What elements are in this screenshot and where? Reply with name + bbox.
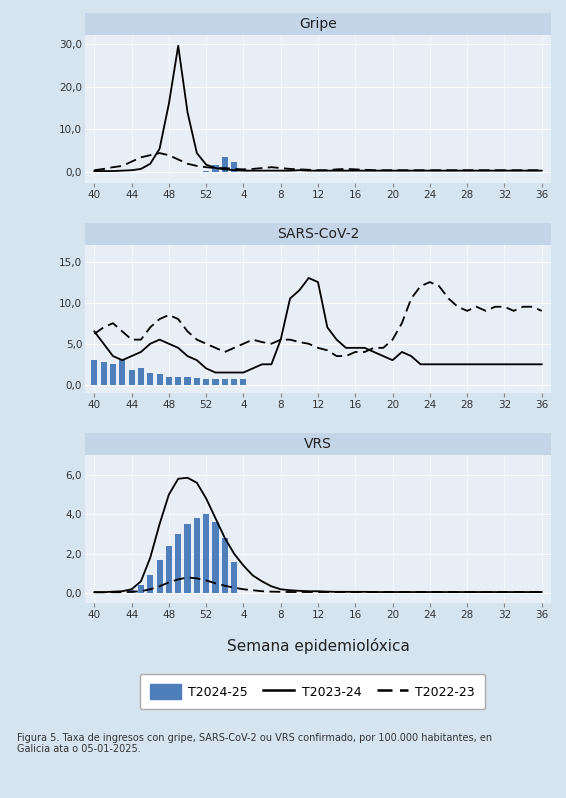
Text: SARS-CoV-2: SARS-CoV-2 bbox=[277, 227, 359, 241]
Bar bbox=[203, 379, 209, 385]
Bar bbox=[231, 162, 237, 172]
Bar bbox=[231, 379, 237, 385]
Bar bbox=[203, 171, 209, 172]
Bar bbox=[157, 374, 162, 385]
Text: Figura 5. Taxa de ingresos con gripe, SARS-CoV-2 ou VRS confirmado, por 100.000 : Figura 5. Taxa de ingresos con gripe, SA… bbox=[17, 733, 492, 754]
Bar bbox=[119, 360, 125, 385]
Bar bbox=[101, 361, 106, 385]
Bar bbox=[222, 157, 228, 172]
Bar bbox=[166, 377, 172, 385]
Bar bbox=[185, 377, 191, 385]
Bar bbox=[175, 534, 181, 593]
Bar bbox=[128, 591, 135, 593]
Bar bbox=[91, 360, 97, 385]
Bar bbox=[203, 514, 209, 593]
Bar bbox=[222, 379, 228, 385]
Bar bbox=[110, 365, 116, 385]
Text: Gripe: Gripe bbox=[299, 17, 337, 31]
Bar bbox=[138, 369, 144, 385]
Bar bbox=[241, 379, 246, 385]
Text: VRS: VRS bbox=[304, 437, 332, 451]
Bar bbox=[231, 562, 237, 593]
Bar bbox=[175, 377, 181, 385]
Bar bbox=[185, 524, 191, 593]
Bar bbox=[222, 538, 228, 593]
Bar bbox=[194, 518, 200, 593]
Bar bbox=[157, 559, 162, 593]
Bar bbox=[212, 164, 218, 172]
Bar bbox=[212, 379, 218, 385]
Text: Semana epidemiolóxica: Semana epidemiolóxica bbox=[226, 638, 409, 654]
Legend: T2024-25, T2023-24, T2022-23: T2024-25, T2023-24, T2022-23 bbox=[140, 674, 485, 709]
Bar bbox=[194, 378, 200, 385]
Bar bbox=[166, 546, 172, 593]
Bar bbox=[147, 373, 153, 385]
Bar bbox=[147, 575, 153, 593]
Bar bbox=[138, 585, 144, 593]
Bar bbox=[212, 522, 218, 593]
Bar bbox=[128, 370, 135, 385]
